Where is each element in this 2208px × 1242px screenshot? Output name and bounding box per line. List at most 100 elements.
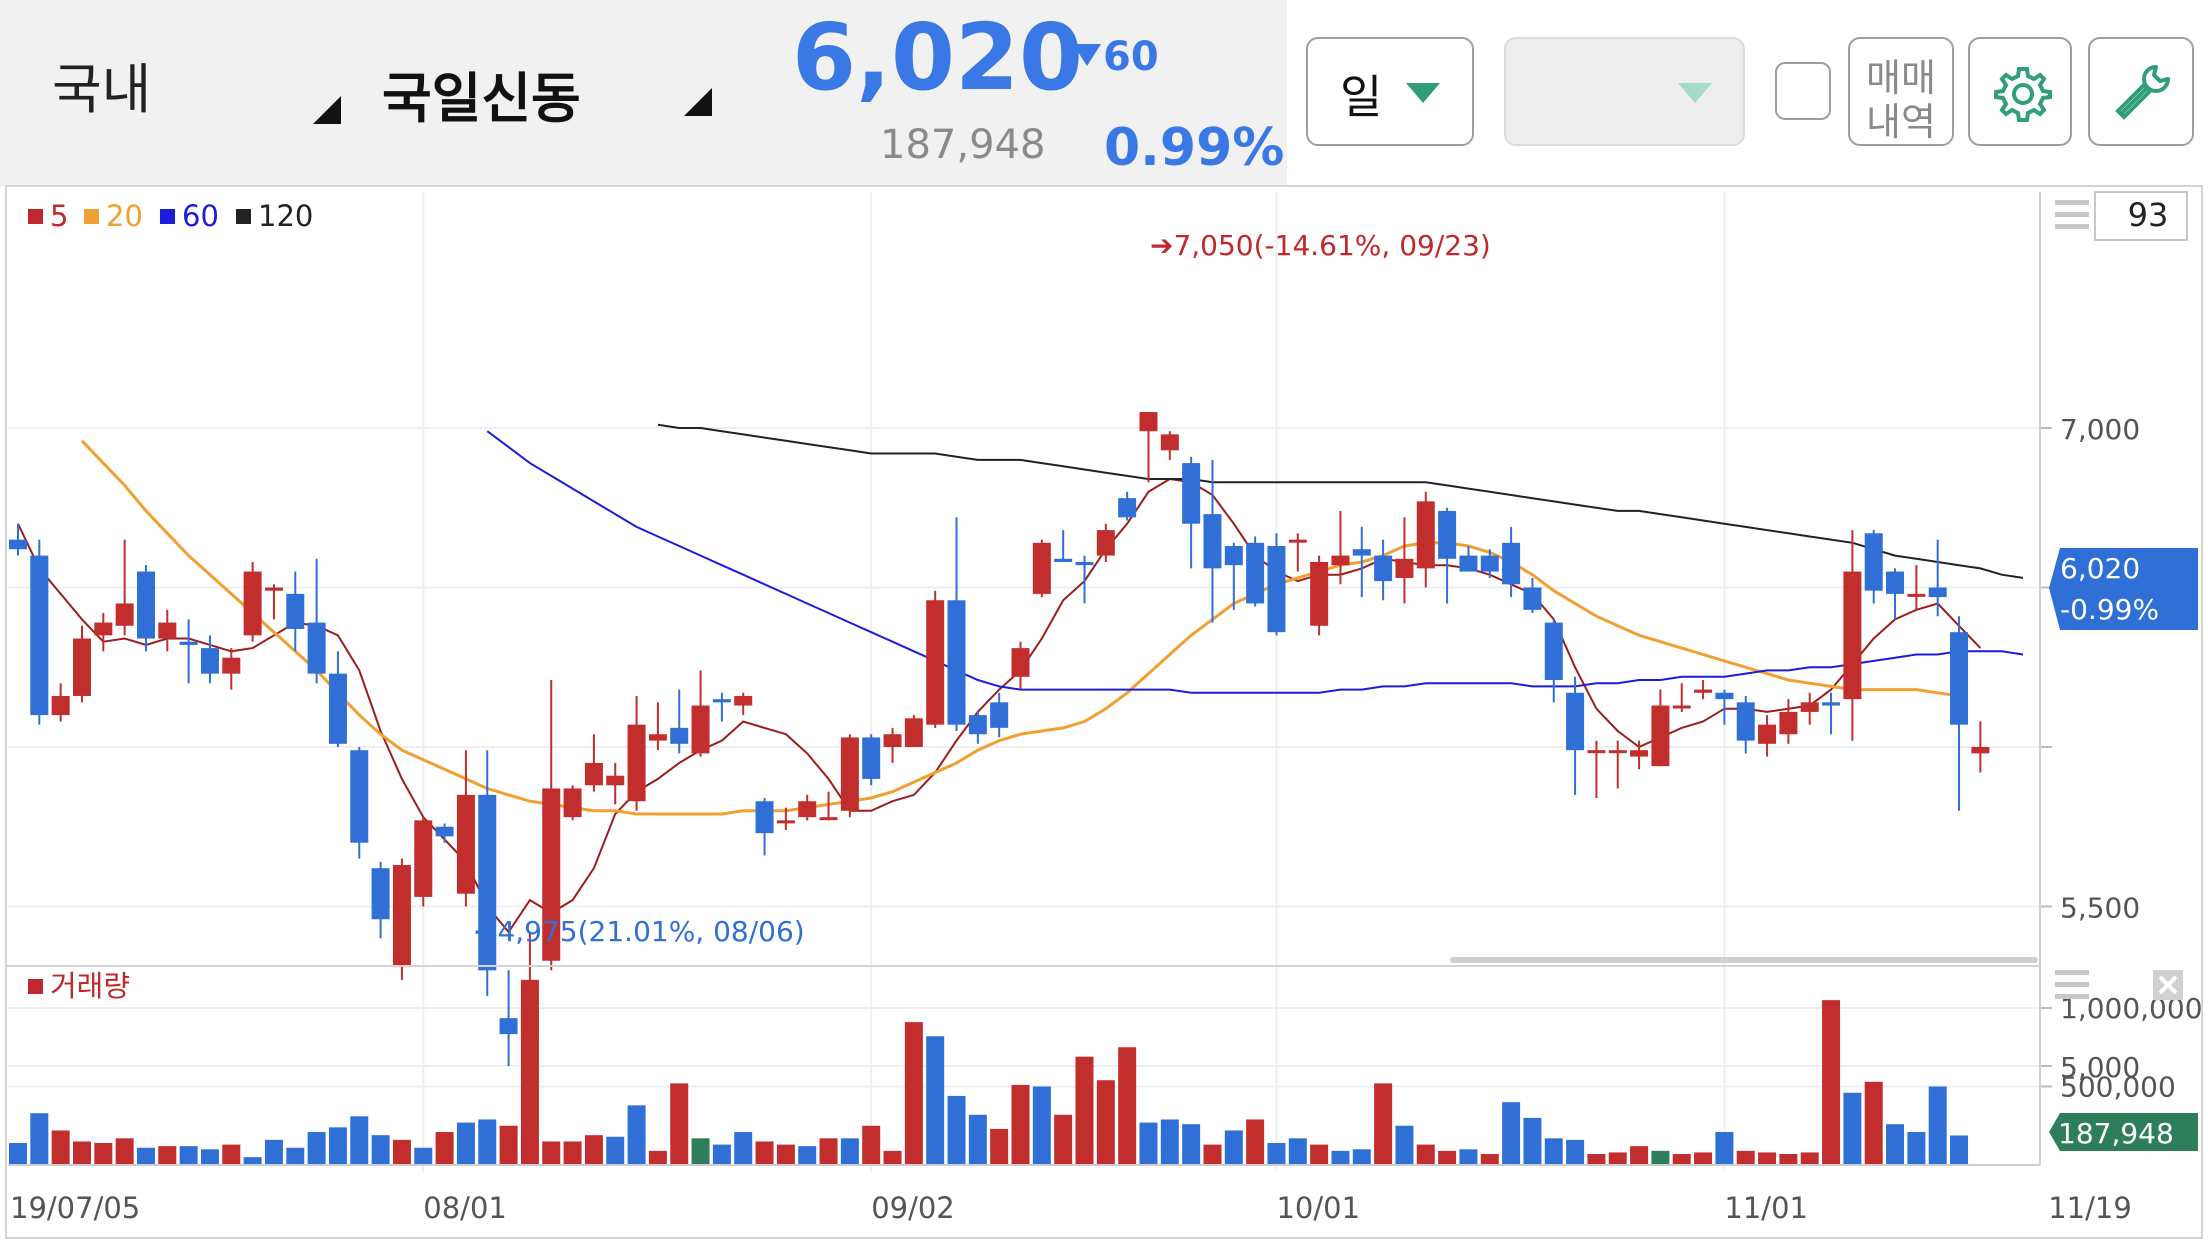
candle-body <box>1950 632 1969 725</box>
candle-body <box>1011 648 1030 677</box>
candle-body <box>1566 692 1585 751</box>
ma-line-20 <box>80 439 1960 816</box>
market-selector[interactable]: 국내 <box>52 58 152 121</box>
volume-bar <box>776 1144 795 1165</box>
visible-count: 93 <box>2128 196 2169 234</box>
candle-body <box>563 788 582 818</box>
volume-bar <box>712 1144 731 1165</box>
volume-bar <box>606 1136 625 1165</box>
volume-panel-close-icon[interactable] <box>2153 970 2183 1000</box>
volume-bar <box>1651 1150 1670 1165</box>
volume-bar <box>371 1135 390 1165</box>
candle-body <box>947 600 966 725</box>
candle-body <box>1651 705 1670 767</box>
volume-bar <box>1246 1119 1265 1165</box>
chevron-down-icon <box>1406 83 1440 103</box>
candle-body <box>307 622 326 674</box>
volume-bar <box>520 1009 539 1165</box>
visible-count-box[interactable] <box>2094 191 2188 241</box>
market-dropdown-icon[interactable] <box>311 96 341 126</box>
candle-body <box>819 817 838 821</box>
legend-label-60: 60 <box>182 199 219 233</box>
candle-body <box>1971 747 1990 754</box>
volume-bar <box>9 1143 27 1165</box>
ma-line-60 <box>486 430 2024 694</box>
volume-bar <box>1011 1084 1030 1165</box>
settings-button[interactable] <box>1968 37 2072 146</box>
candle-body <box>734 695 753 706</box>
candle-body <box>1416 501 1435 569</box>
volume-bar <box>456 1122 475 1165</box>
volume-bar <box>904 1022 923 1165</box>
candle-body <box>1502 542 1521 585</box>
volume-bar <box>1800 1152 1819 1165</box>
volume-bar <box>584 1135 603 1165</box>
volume-bar <box>243 1157 262 1165</box>
volume-bar <box>1395 1125 1414 1165</box>
volume-bar <box>862 1125 881 1165</box>
volume-bar <box>798 1146 817 1165</box>
x-tick-label: 09/02 <box>871 1191 955 1225</box>
indicator-selector[interactable] <box>1504 37 1745 146</box>
volume-bar <box>1587 1154 1606 1165</box>
current-price-tag: 6,020 -0.99% <box>2049 548 2198 630</box>
volume-bar <box>222 1144 241 1165</box>
compare-checkbox[interactable] <box>1775 62 1831 120</box>
candle-body <box>435 826 454 837</box>
volume-bar <box>115 1138 134 1165</box>
volume-bar <box>1203 1144 1222 1165</box>
volume-bar <box>1032 1086 1051 1165</box>
volume-bar <box>1544 1138 1563 1165</box>
candle-body <box>1246 542 1265 604</box>
period-selector[interactable]: 일 <box>1306 37 1474 146</box>
candle-body <box>1672 705 1691 709</box>
volume-bar <box>1459 1149 1478 1165</box>
candle-body <box>627 724 646 802</box>
main-panel-menu-icon[interactable] <box>2055 200 2089 229</box>
current-volume-tag: 187,948 <box>2049 1113 2198 1151</box>
candle-body <box>136 571 155 639</box>
horizontal-scrollbar[interactable] <box>1450 957 2038 963</box>
volume-bar <box>947 1095 966 1165</box>
candle-body <box>1630 750 1649 757</box>
candle-body <box>584 762 603 786</box>
volume-bar <box>1139 1122 1158 1165</box>
volume-bar <box>926 1036 945 1165</box>
volume-bar <box>1566 1139 1585 1165</box>
chart-frame <box>5 185 2203 1239</box>
candle-body <box>1608 750 1627 754</box>
candle-body <box>1374 555 1393 582</box>
candle-body <box>328 673 347 744</box>
candle-body <box>1310 561 1329 626</box>
stock-name-selector[interactable]: 국일신동 <box>382 67 581 130</box>
tools-button[interactable] <box>2088 37 2194 146</box>
candle-body <box>72 638 91 696</box>
candle-body <box>776 820 795 824</box>
candle-body <box>1075 561 1094 566</box>
volume-bar <box>734 1132 753 1165</box>
current-price-tag-change: -0.99% <box>2060 593 2159 626</box>
candle-body <box>9 539 27 550</box>
candle-body <box>414 820 433 897</box>
legend-label-120: 120 <box>258 199 313 233</box>
volume-panel-menu-icon[interactable] <box>2055 970 2089 999</box>
volume-bar <box>1416 1144 1435 1165</box>
volume-bar <box>670 1083 689 1165</box>
candle-body <box>1694 689 1713 693</box>
candle-body <box>1096 530 1115 556</box>
candle-body <box>499 1018 518 1035</box>
volume-bar <box>840 1138 859 1165</box>
volume-bar <box>1224 1130 1243 1165</box>
candle-body <box>670 727 689 744</box>
volume-bar <box>1054 1114 1073 1165</box>
candle-body <box>1032 542 1051 594</box>
legend-swatch-20 <box>84 209 99 224</box>
candle-body <box>1779 711 1798 735</box>
trade-volume: 187,948 <box>880 122 1046 168</box>
trade-history-button[interactable]: 매매 내역 <box>1848 37 1954 146</box>
stock-dropdown-icon[interactable] <box>682 88 712 118</box>
volume-bar <box>1374 1083 1393 1165</box>
volume-bar <box>1822 1000 1841 1165</box>
candle-body <box>691 705 710 754</box>
